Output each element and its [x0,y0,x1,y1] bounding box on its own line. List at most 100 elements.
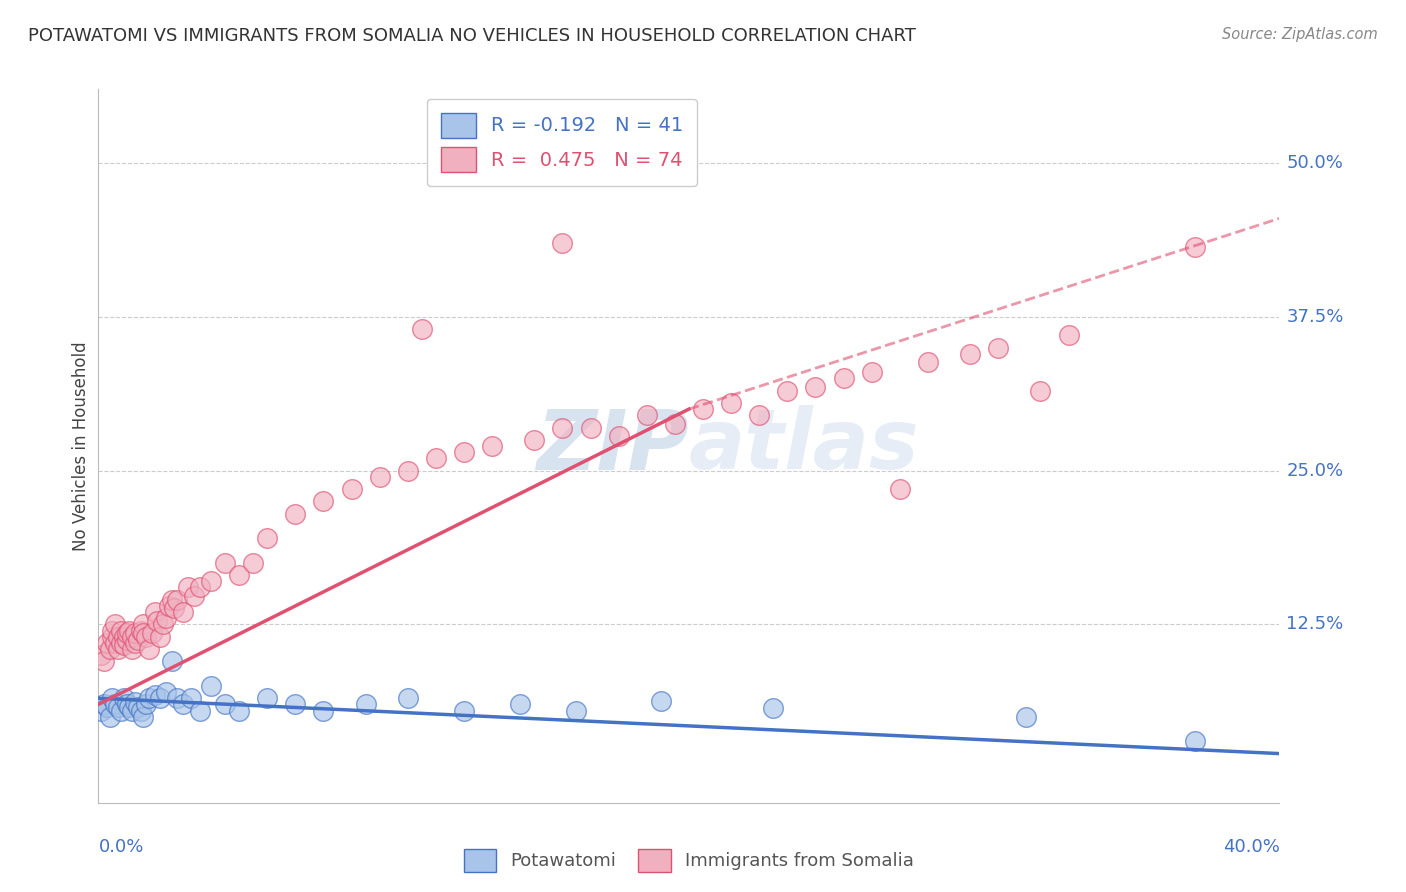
Point [987,341,1010,355]
Point [183,589,205,603]
Point [121,642,143,657]
Point [354,698,377,712]
Point [107,699,129,714]
Point [104,636,127,650]
Text: 40.0%: 40.0% [1223,838,1279,856]
Point [101,691,124,706]
Point [312,704,335,718]
Point [124,626,146,640]
Point [118,624,141,638]
Point [256,691,278,706]
Point [115,633,138,648]
Legend: Potawatomi, Immigrants from Somalia: Potawatomi, Immigrants from Somalia [457,842,921,880]
Point [112,638,135,652]
Point [256,531,278,545]
Point [172,698,194,712]
Point [551,420,574,434]
Point [748,409,770,423]
Point [523,433,546,447]
Point [160,592,183,607]
Point [368,469,391,483]
Point [650,694,672,708]
Point [104,617,127,632]
Point [107,642,129,657]
Point [166,691,188,706]
Point [832,371,855,385]
Point [101,624,124,638]
Point [121,704,143,718]
Point [1057,328,1080,343]
Point [762,701,785,715]
Point [155,685,177,699]
Text: 0.0%: 0.0% [98,838,143,856]
Point [917,355,939,369]
Point [98,709,121,723]
Point [177,581,200,595]
Point [129,624,152,638]
Point [166,592,188,607]
Point [959,347,981,361]
Point [481,439,503,453]
Point [180,691,202,706]
Point [93,698,115,712]
Point [579,420,602,434]
Text: atlas: atlas [689,406,920,486]
Point [149,630,172,644]
Point [411,322,433,336]
Point [776,384,799,398]
Point [155,611,177,625]
Text: Source: ZipAtlas.com: Source: ZipAtlas.com [1222,27,1378,42]
Point [143,688,166,702]
Point [149,691,172,706]
Point [118,699,141,714]
Point [110,704,132,718]
Point [804,380,827,394]
Y-axis label: No Vehicles in Household: No Vehicles in Household [72,341,90,551]
Point [104,698,127,712]
Point [607,429,630,443]
Point [143,605,166,619]
Point [509,698,531,712]
Point [132,626,155,640]
Text: ZIP: ZIP [536,406,689,486]
Point [284,698,307,712]
Point [228,704,250,718]
Point [565,704,588,718]
Point [129,704,152,718]
Point [152,617,174,632]
Point [214,698,236,712]
Text: 37.5%: 37.5% [1286,308,1344,326]
Point [146,614,169,628]
Point [96,699,118,714]
Point [1029,384,1052,398]
Point [664,417,686,431]
Point [124,636,146,650]
Point [160,654,183,668]
Point [93,654,115,668]
Point [396,691,419,706]
Point [141,626,163,640]
Point [112,630,135,644]
Point [340,482,363,496]
Point [551,235,574,250]
Point [1184,734,1206,748]
Point [200,679,222,693]
Point [228,568,250,582]
Point [214,556,236,570]
Point [110,636,132,650]
Point [115,698,138,712]
Point [242,556,264,570]
Point [860,365,883,379]
Point [284,507,307,521]
Point [692,402,714,417]
Point [135,698,157,712]
Text: 50.0%: 50.0% [1286,154,1343,172]
Point [720,396,742,410]
Point [127,633,149,648]
Point [132,617,155,632]
Point [90,704,112,718]
Point [127,699,149,714]
Point [396,464,419,478]
Point [188,704,211,718]
Point [138,642,160,657]
